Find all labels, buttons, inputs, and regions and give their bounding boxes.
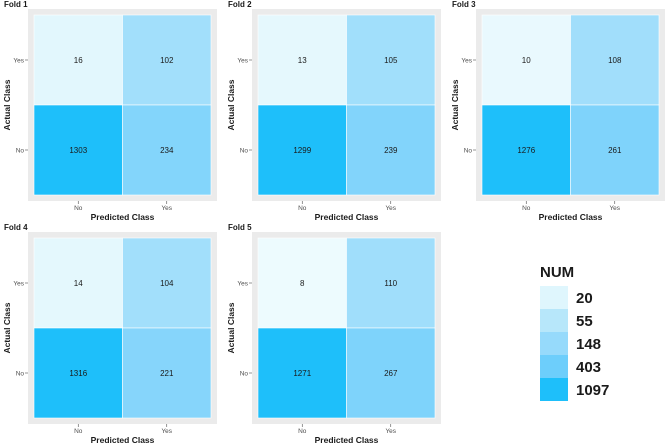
y-tick-label: No xyxy=(240,371,249,378)
cell-value: 1316 xyxy=(69,369,87,378)
y-tick-label: No xyxy=(464,148,473,155)
x-axis-title: Predicted Class xyxy=(315,212,379,222)
cell-no-yes xyxy=(346,327,436,419)
cell-yes-no xyxy=(257,237,347,329)
cell-value: 14 xyxy=(74,279,83,288)
y-axis-title: Actual Class xyxy=(2,302,12,353)
cell-yes-no xyxy=(33,14,123,106)
panel-title: Fold 2 xyxy=(228,0,252,9)
panel-title: Fold 1 xyxy=(4,0,28,9)
cell-value: 239 xyxy=(384,146,398,155)
cell-value: 8 xyxy=(300,279,305,288)
y-tick-label: No xyxy=(16,148,25,155)
confusion-matrix-fold-1: Fold 1 16 102 1303 234 No Yes No Yes Predicted Cl… xyxy=(2,0,217,222)
cell-value: 261 xyxy=(608,146,622,155)
confusion-matrix-fold-4: Fold 4 14 104 1316 221 No Yes No Yes Predicted Cl… xyxy=(2,223,217,445)
y-tick-label: Yes xyxy=(461,58,472,65)
cell-no-no xyxy=(257,104,347,196)
cell-value: 104 xyxy=(160,279,174,288)
cell-no-no xyxy=(33,327,123,419)
y-tick-label: No xyxy=(240,148,249,155)
legend-label: 148 xyxy=(576,336,601,353)
cell-value: 10 xyxy=(522,56,531,65)
cell-value: 102 xyxy=(160,56,174,65)
cell-value: 267 xyxy=(384,369,398,378)
x-axis-title: Predicted Class xyxy=(91,212,155,222)
y-tick-label: Yes xyxy=(13,58,24,65)
confusion-matrix-fold-2: Fold 2 13 105 1299 239 No Yes No Yes Predicted Cl… xyxy=(226,0,441,222)
y-tick-label: Yes xyxy=(13,281,24,288)
cell-no-yes xyxy=(122,104,212,196)
panel-title: Fold 3 xyxy=(452,0,476,9)
confusion-matrix-fold-3: Fold 3 10 108 1276 261 No Yes No Yes Predicted Cl… xyxy=(450,0,665,222)
cell-yes-no xyxy=(481,14,571,106)
y-axis-title: Actual Class xyxy=(450,79,460,130)
cell-value: 16 xyxy=(74,56,83,65)
cell-value: 110 xyxy=(384,279,397,288)
x-tick-label: No xyxy=(298,428,307,435)
legend-key xyxy=(540,355,568,378)
y-axis-title: Actual Class xyxy=(226,302,236,353)
x-tick-label: Yes xyxy=(161,428,172,435)
confusion-matrix-fold-5: Fold 5 8 110 1271 267 No Yes No Yes Predicted Cla… xyxy=(226,223,441,445)
panel-title: Fold 4 xyxy=(4,223,28,232)
legend-key xyxy=(540,378,568,401)
legend-key xyxy=(540,332,568,355)
x-tick-label: No xyxy=(522,205,531,212)
cell-value: 105 xyxy=(384,56,398,65)
x-tick-label: Yes xyxy=(609,205,620,212)
x-tick-label: No xyxy=(298,205,307,212)
cell-value: 1299 xyxy=(293,146,311,155)
legend-title: NUM xyxy=(540,264,574,281)
x-tick-label: Yes xyxy=(161,205,172,212)
panel-title: Fold 5 xyxy=(228,223,252,232)
y-tick-label: Yes xyxy=(237,281,248,288)
cell-value: 108 xyxy=(608,56,622,65)
cell-yes-no xyxy=(257,14,347,106)
cell-value: 234 xyxy=(160,146,174,155)
x-axis-title: Predicted Class xyxy=(315,435,379,443)
cell-no-no xyxy=(481,104,571,196)
cell-no-yes xyxy=(122,327,212,419)
cell-yes-yes xyxy=(122,14,212,106)
x-tick-label: Yes xyxy=(385,205,396,212)
x-tick-label: No xyxy=(74,205,83,212)
cell-yes-yes xyxy=(122,237,212,329)
x-tick-label: Yes xyxy=(385,428,396,435)
cell-value: 221 xyxy=(160,369,174,378)
x-tick-label: No xyxy=(74,428,83,435)
legend-label: 55 xyxy=(576,313,593,330)
cell-yes-yes xyxy=(346,237,436,329)
x-axis-title: Predicted Class xyxy=(539,212,603,222)
cell-yes-no xyxy=(33,237,123,329)
y-tick-label: No xyxy=(16,371,25,378)
legend-label: 1097 xyxy=(576,382,609,399)
cell-no-no xyxy=(33,104,123,196)
legend-key xyxy=(540,309,568,332)
cell-no-yes xyxy=(570,104,660,196)
x-axis-title: Predicted Class xyxy=(91,435,155,443)
cell-value: 1276 xyxy=(517,146,535,155)
cell-value: 1271 xyxy=(293,369,311,378)
y-tick-label: Yes xyxy=(237,58,248,65)
cell-no-yes xyxy=(346,104,436,196)
y-axis-title: Actual Class xyxy=(2,79,12,130)
cell-no-no xyxy=(257,327,347,419)
y-axis-title: Actual Class xyxy=(226,79,236,130)
legend-label: 20 xyxy=(576,290,593,307)
cell-yes-yes xyxy=(346,14,436,106)
legend-label: 403 xyxy=(576,359,601,376)
cell-value: 13 xyxy=(298,56,307,65)
legend-key xyxy=(540,286,568,309)
cell-value: 1303 xyxy=(69,146,87,155)
